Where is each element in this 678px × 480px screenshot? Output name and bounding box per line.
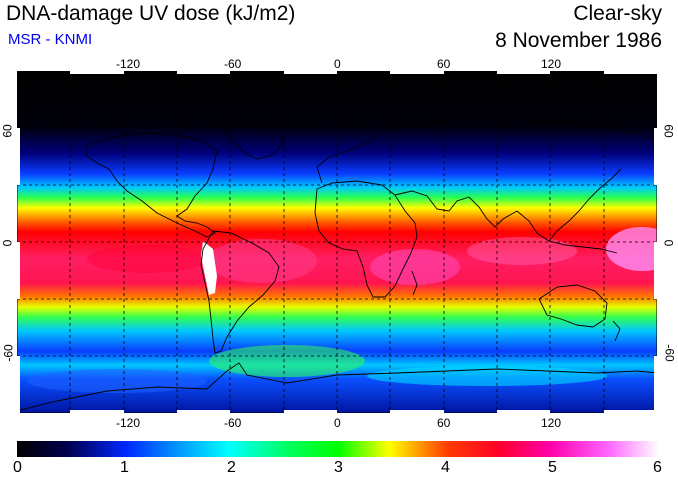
colorbar-tick: 5: [548, 459, 557, 476]
lat-tick-right: -60: [662, 344, 677, 362]
coastline-new-zealand: [612, 320, 621, 342]
colorbar-tick: 6: [653, 459, 662, 476]
coastline-madagascar: [411, 270, 418, 296]
high-uv-region: [467, 237, 577, 265]
colorbar-gradient: [17, 441, 659, 457]
high-uv-region: [207, 239, 317, 283]
uv-region: [209, 345, 365, 377]
uv-region: [27, 369, 207, 393]
coastline-south-america: [200, 230, 280, 354]
lon-tick-bottom: -60: [224, 416, 242, 430]
sky-condition-label: Clear-sky: [573, 2, 662, 25]
source-label: MSR - KNMI: [8, 31, 93, 48]
lat-tick-left: 60: [0, 124, 15, 138]
coastline-greenland: [221, 122, 284, 160]
lon-tick-top: -60: [224, 57, 242, 71]
coastline-north-america: [86, 132, 218, 238]
high-uv-region: [370, 249, 460, 285]
colorbar-tick: 1: [120, 459, 129, 476]
lon-tick-bottom: 0: [334, 416, 341, 430]
lat-tick-left: -60: [1, 344, 16, 362]
uv-dose-world-map: [17, 71, 657, 413]
coastlines: [17, 116, 657, 412]
lon-tick-top: -120: [116, 57, 141, 71]
lon-tick-top: 0: [334, 57, 341, 71]
uv-region: [87, 245, 207, 273]
map-frame: [17, 71, 657, 413]
graticule: [17, 71, 657, 413]
lon-tick-top: 120: [541, 57, 562, 71]
lon-tick-bottom: 60: [437, 416, 451, 430]
lat-tick-left: 0: [0, 239, 15, 247]
lon-tick-bottom: 120: [541, 416, 562, 430]
coastline-antarctica: [17, 362, 657, 412]
colorbar-tick: 3: [334, 459, 343, 476]
lat-tick-right: 0: [661, 239, 676, 247]
colorbar-tick: 4: [441, 459, 450, 476]
date-label: 8 November 1986: [495, 29, 662, 52]
map-title: DNA-damage UV dose (kJ/m2): [6, 2, 296, 25]
colorbar: [17, 441, 659, 457]
andes-high-uv: [201, 241, 217, 295]
lon-tick-top: 60: [437, 57, 451, 71]
colorbar-tick: 2: [227, 459, 236, 476]
lat-tick-right: 60: [661, 124, 676, 138]
coastline-eurasia-north: [316, 116, 657, 184]
lon-tick-bottom: -120: [116, 416, 141, 430]
coastline-indonesia: [548, 240, 618, 254]
coastline-africa: [314, 180, 418, 298]
high-uv-region: [606, 227, 657, 271]
colorbar-tick: 0: [13, 459, 22, 476]
coastline-eurasia-south: [394, 168, 622, 242]
coastline-australia: [538, 284, 608, 328]
